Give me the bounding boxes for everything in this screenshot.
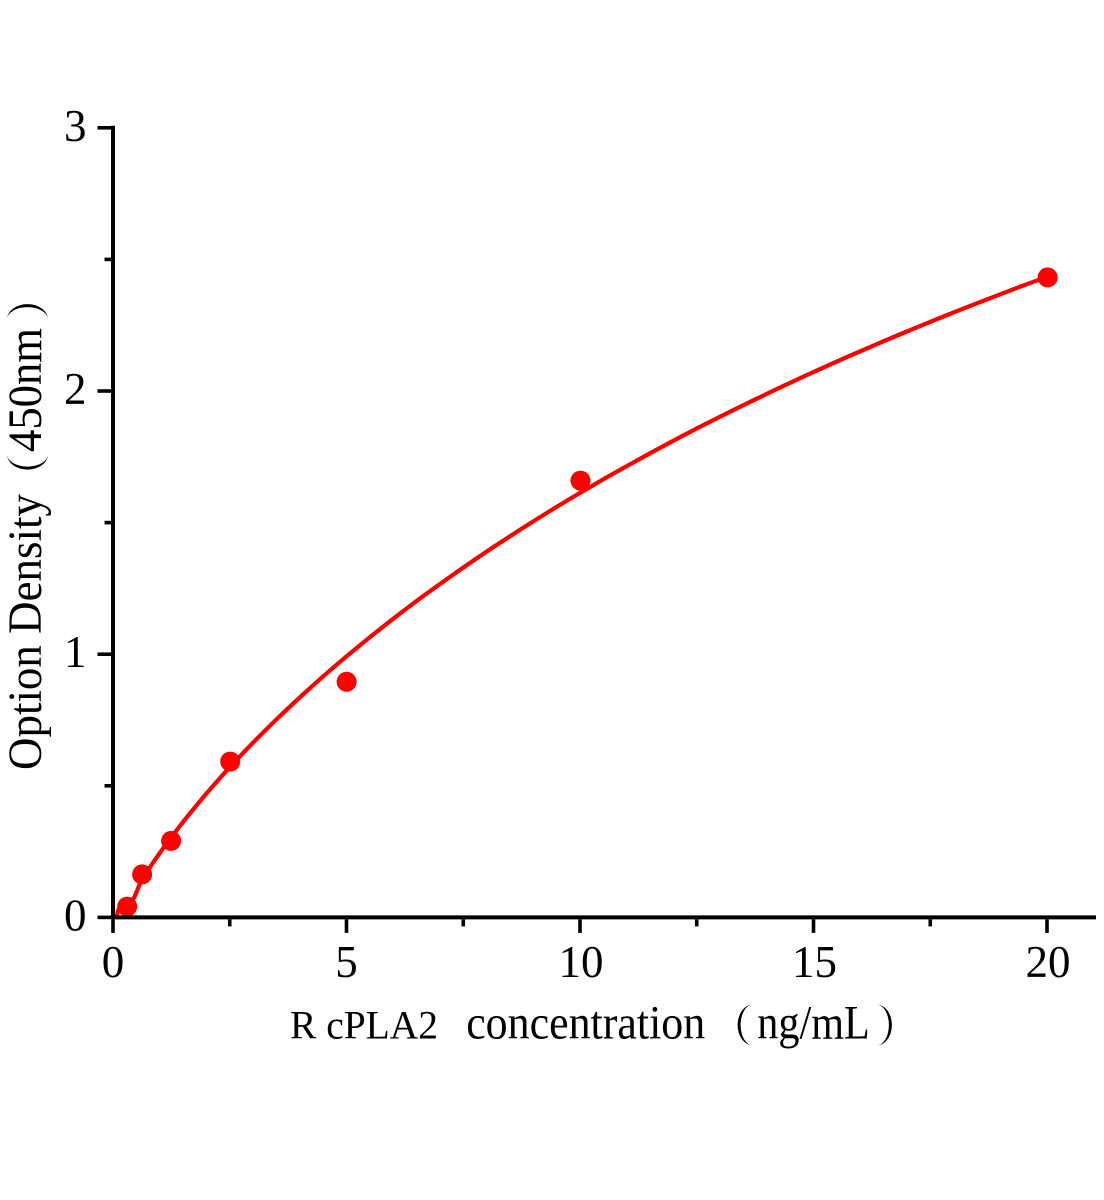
svg-text:5: 5 — [335, 937, 358, 987]
svg-text:0: 0 — [64, 890, 87, 940]
svg-text:20: 20 — [1026, 937, 1071, 987]
svg-text:Option Density450nm: Option Density450nm — [0, 328, 52, 770]
svg-text:1: 1 — [64, 627, 87, 677]
svg-text:15: 15 — [792, 937, 837, 987]
svg-text:0: 0 — [102, 937, 125, 987]
svg-text:2: 2 — [64, 364, 87, 414]
svg-text:3: 3 — [64, 101, 87, 151]
svg-text:10: 10 — [559, 937, 604, 987]
